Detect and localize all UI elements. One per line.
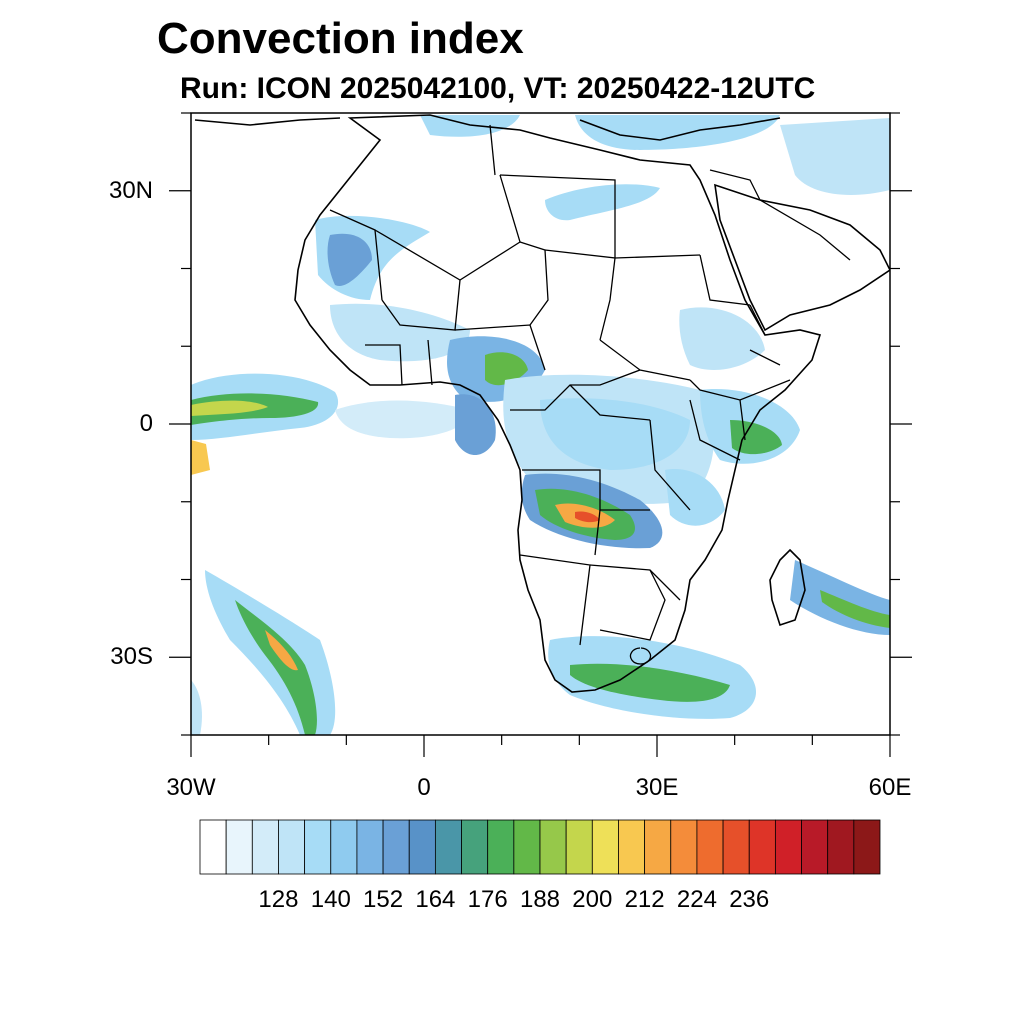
colorbar-box (225, 819, 253, 875)
field-sahara-west-core (327, 233, 372, 286)
colorbar-box (461, 819, 489, 875)
colorbar-box (774, 819, 802, 875)
africa-coastline (294, 114, 822, 693)
field-nigeria-core (485, 352, 528, 386)
colorbar-box (591, 819, 619, 875)
lon-tick-label: 30W (166, 774, 216, 801)
field-libya (545, 184, 660, 221)
colorbar-box (330, 819, 358, 875)
field-south-atlantic-core (235, 600, 317, 735)
field-congo-mid (540, 398, 690, 470)
field-turkey (780, 118, 890, 195)
lon-tick-label: 30E (635, 774, 679, 801)
colorbar-label: 224 (676, 886, 717, 913)
field-angola-red (575, 511, 600, 523)
field-gulf-scatter (335, 400, 470, 439)
field-cameroon (455, 394, 496, 455)
colorbar-box (251, 819, 279, 875)
field-south-atlantic-hot (265, 630, 298, 671)
field-greece (575, 115, 780, 150)
colorbar-box (618, 819, 646, 875)
colorbar-box (748, 819, 776, 875)
lat-tick-label: 30N (108, 176, 153, 204)
field-tanzania (665, 469, 725, 526)
convection-field (191, 115, 890, 735)
colorbar-label: 188 (519, 886, 561, 913)
colorbar-box (513, 819, 541, 875)
colorbar-box (696, 819, 724, 875)
field-sw-edge (191, 680, 202, 735)
lat-tick-label: 0 (139, 410, 153, 437)
field-atlantic-hot (191, 400, 268, 416)
colorbar-box (801, 819, 829, 875)
field-sahel (330, 303, 470, 362)
madagascar-coastline (769, 548, 806, 627)
colorbar-box (827, 819, 855, 875)
field-ethiopia (679, 307, 765, 370)
colorbar-label: 176 (467, 886, 508, 913)
field-madagascar-core (820, 590, 890, 628)
colorbar-box (670, 819, 698, 875)
colorbar-box (487, 819, 515, 875)
colorbar-label: 212 (624, 886, 665, 913)
colorbar-box (278, 819, 306, 875)
colorbar-box (408, 819, 436, 875)
colorbar-box (722, 819, 750, 875)
colorbar-box (382, 819, 410, 875)
colorbar (199, 819, 881, 875)
colorbar-box (539, 819, 567, 875)
colorbar-box (565, 819, 593, 875)
colorbar-label: 200 (572, 886, 613, 913)
europe-coast (579, 117, 781, 141)
colorbar-box (356, 819, 384, 875)
map-ticks (169, 112, 912, 757)
plot-subtitle: Run: ICON 2025042100, VT: 20250422-12UTC (180, 72, 816, 105)
colorbar-box (199, 819, 227, 875)
colorbar-box (644, 819, 672, 875)
colorbar-box (304, 819, 332, 875)
field-med (420, 115, 520, 137)
field-gulf-guinea (191, 440, 210, 475)
field-south-africa-core (570, 663, 730, 702)
lon-tick-label: 60E (868, 774, 912, 801)
iberia-coast (194, 117, 341, 126)
lon-tick-label: 0 (417, 774, 431, 801)
colorbar-label: 128 (258, 886, 299, 913)
coastlines (194, 114, 890, 693)
colorbar-box (434, 819, 462, 875)
lat-tick-label: 30S (110, 643, 153, 671)
colorbar-box (853, 819, 881, 875)
country-borders (329, 124, 851, 665)
plot-title: Convection index (157, 14, 524, 63)
colorbar-label: 164 (415, 886, 456, 913)
colorbar-label: 140 (310, 886, 351, 913)
arabia-coastline (714, 183, 890, 332)
colorbar-label: 236 (729, 886, 770, 913)
colorbar-label: 152 (363, 886, 404, 913)
